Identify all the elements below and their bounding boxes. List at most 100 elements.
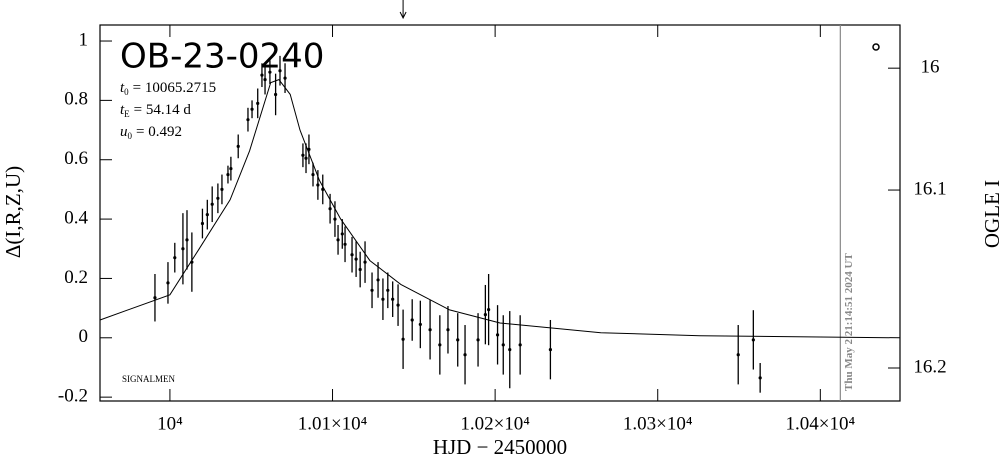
data-point: [304, 156, 308, 160]
data-point: [446, 328, 450, 332]
data-point: [381, 297, 385, 301]
data-point: [391, 297, 395, 301]
data-point: [548, 348, 553, 352]
data-point: [246, 118, 250, 122]
x-axis-label: HJD − 2450000: [433, 435, 567, 459]
x-tick-label: 1.02×10⁴: [460, 413, 530, 434]
data-point: [216, 196, 220, 200]
data-point: [263, 78, 267, 82]
data-point: [358, 267, 362, 272]
data-point: [274, 92, 278, 97]
data-point: [229, 167, 233, 171]
credit: SIGNALMEN: [122, 374, 175, 384]
y-tick-label: 1: [79, 29, 89, 50]
data-point: [226, 172, 230, 177]
annotation-symbol: u: [120, 124, 128, 140]
data-point: [354, 257, 358, 261]
data-point: [283, 76, 287, 80]
y2-tick-label: 16.1: [913, 178, 946, 199]
data-point: [428, 328, 432, 332]
data-point: [376, 278, 380, 282]
data-point: [343, 242, 347, 246]
data-point: [333, 217, 337, 221]
data-point: [340, 232, 344, 236]
data-point: [307, 147, 311, 151]
data-point: [278, 69, 282, 73]
data-point: [173, 256, 177, 260]
data-point: [328, 207, 332, 211]
y2-axis-label: OGLE I: [980, 180, 1004, 248]
data-point: [236, 144, 240, 148]
data-point: [153, 296, 157, 300]
y2-tick-label: 16.2: [913, 356, 946, 377]
data-point: [487, 307, 491, 312]
annotation-subscript: E: [124, 109, 130, 119]
plot-frame: [99, 24, 901, 402]
x-tick-label: 1.04×10⁴: [786, 413, 856, 434]
y-tick-label: 0.6: [64, 148, 88, 169]
data-point: [386, 288, 390, 292]
data-point: [316, 183, 320, 187]
data-point: [350, 253, 354, 257]
annotation-text: = 0.492: [136, 124, 182, 140]
data-point: [476, 338, 480, 342]
data-point: [401, 337, 405, 341]
data-point: [311, 172, 315, 177]
data-point: [363, 260, 367, 264]
data-point: [370, 288, 374, 292]
data-point: [336, 238, 340, 242]
data-point: [260, 73, 264, 77]
marker-symbol: [872, 43, 880, 51]
data-point: [410, 318, 414, 322]
annotation-text: = 54.14 d: [134, 102, 192, 118]
data-point: [220, 187, 224, 192]
annotation-subscript: 0: [128, 131, 133, 141]
data-point: [256, 101, 260, 105]
annotation-symbol: t: [120, 80, 125, 96]
data-point: [483, 313, 487, 317]
y-tick-label: 0.2: [64, 267, 88, 288]
annotation-symbol: t: [120, 102, 125, 118]
annotation-subscript: 0: [124, 87, 129, 97]
data-point: [210, 202, 214, 206]
y-tick-label: 0: [79, 326, 89, 347]
data-point: [463, 353, 467, 357]
x-tick-label: 10⁴: [157, 413, 183, 434]
y-tick-label: 0.8: [64, 89, 88, 110]
x-tick-label: 1.03×10⁴: [623, 413, 693, 434]
data-point: [205, 213, 209, 217]
annotation: tE = 54.14 d: [120, 102, 191, 119]
data-point: [268, 70, 272, 74]
data-point: [250, 107, 254, 111]
chart-title: OB-23-0240: [120, 37, 324, 77]
data-point: [736, 353, 740, 357]
data-point: [166, 281, 170, 285]
data-point: [185, 238, 189, 242]
data-point: [200, 221, 205, 226]
x-tick-label: 1.01×10⁴: [298, 413, 368, 434]
data-point: [751, 338, 755, 342]
y-tick-label: 0.4: [64, 207, 88, 228]
data-point: [456, 338, 460, 342]
data-point: [495, 333, 500, 337]
y-tick-label: -0.2: [58, 386, 88, 407]
y-axis-label: Δ(I,R,Z,U): [1, 166, 25, 258]
data-point: [321, 187, 325, 192]
annotation: t0 = 10065.2715: [120, 80, 216, 97]
annotation-text: = 10065.2715: [133, 80, 216, 96]
data-point: [396, 303, 400, 307]
data-point: [418, 322, 422, 327]
data-point: [518, 343, 522, 347]
timestamp: Thu May 2 21:14:51 2024 UT: [843, 253, 855, 391]
data-point: [181, 247, 185, 251]
data-point: [501, 343, 505, 347]
y2-tick-label: 16: [921, 57, 940, 78]
data-point: [438, 343, 442, 347]
data-point: [758, 376, 762, 380]
data-point: [301, 153, 305, 157]
annotation: u0 = 0.492: [120, 124, 182, 141]
arrow-marker: [399, 0, 407, 20]
model-curve: [99, 79, 901, 339]
data-point: [508, 348, 512, 352]
